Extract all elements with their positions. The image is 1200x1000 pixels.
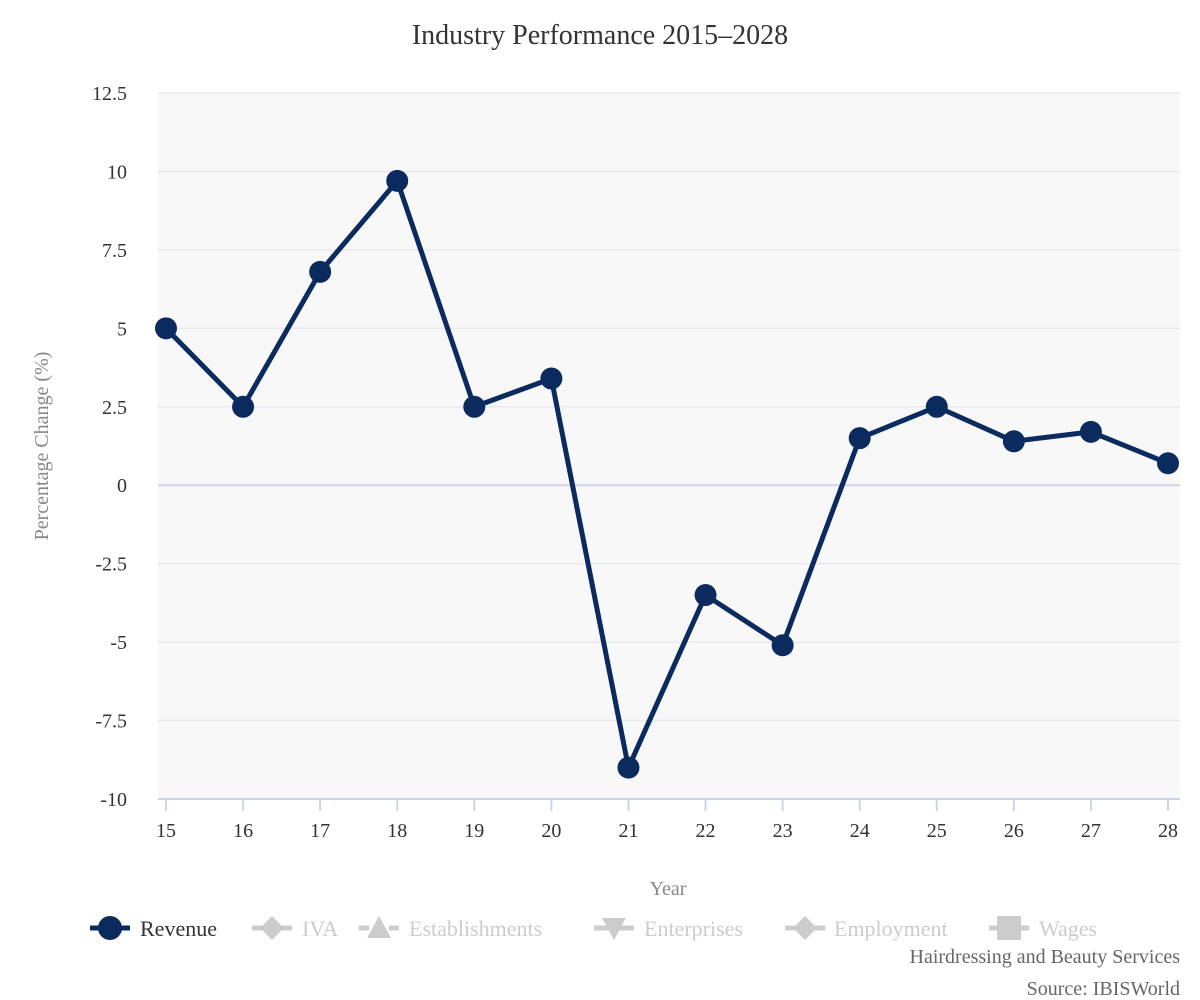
x-axis-title: Year <box>650 878 687 900</box>
revenue-point[interactable] <box>386 169 409 192</box>
legend-diamond-marker <box>793 916 817 940</box>
revenue-point[interactable] <box>1157 452 1179 475</box>
legend-item-wages[interactable]: Wages <box>989 916 1097 941</box>
legend-label: Revenue <box>140 916 217 941</box>
x-tick-label: 20 <box>541 820 561 842</box>
x-tick-label: 25 <box>927 820 947 842</box>
y-tick-label: 5 <box>117 318 127 340</box>
gridlines <box>158 92 1180 722</box>
revenue-point[interactable] <box>617 756 640 779</box>
revenue-point[interactable] <box>1002 430 1025 453</box>
legend: Revenue IVA Establishments Enterprises Emplo… <box>90 916 1097 941</box>
revenue-point[interactable] <box>540 367 563 390</box>
legend-label: Employment <box>834 916 948 941</box>
legend-item-revenue[interactable]: Revenue <box>90 916 217 941</box>
x-tick-label: 27 <box>1081 820 1101 842</box>
y-tick-label: 2.5 <box>102 397 127 419</box>
legend-item-establishments[interactable]: Establishments <box>359 916 542 941</box>
legend-triangle-down-marker <box>602 918 626 940</box>
y-tick-label: -7.5 <box>95 711 127 733</box>
legend-item-enterprises[interactable]: Enterprises <box>594 916 743 941</box>
revenue-point[interactable] <box>155 317 177 340</box>
y-tick-label: -5 <box>110 632 127 654</box>
legend-triangle-marker <box>367 916 391 938</box>
x-tick-label: 28 <box>1158 820 1178 842</box>
y-axis-title: Percentage Change (%) <box>31 352 53 541</box>
legend-circle-marker <box>98 916 122 940</box>
x-tick-label: 16 <box>233 820 253 842</box>
x-tick-label: 21 <box>618 820 638 842</box>
x-tick-label: 19 <box>464 820 484 842</box>
y-tick-label: -10 <box>100 789 127 811</box>
x-tick-label: 17 <box>310 820 330 842</box>
revenue-point[interactable] <box>848 427 871 450</box>
legend-square-marker <box>997 916 1021 940</box>
x-axis: 15 16 17 18 19 20 21 22 23 24 25 26 27 28 <box>156 798 1180 842</box>
x-tick-label: 18 <box>387 820 407 842</box>
credit-industry: Hairdressing and Beauty Services <box>910 946 1181 968</box>
legend-label: Enterprises <box>644 916 743 941</box>
y-axis-ticks: 12.5 10 7.5 5 2.5 0 -2.5 -5 -7.5 -10 <box>92 83 127 811</box>
plot-background <box>158 93 1180 799</box>
chart-title: Industry Performance 2015–2028 <box>412 20 788 51</box>
legend-label: Wages <box>1039 916 1097 941</box>
y-tick-label: 0 <box>117 475 127 497</box>
revenue-point[interactable] <box>1079 420 1102 443</box>
revenue-point[interactable] <box>463 395 486 418</box>
revenue-line <box>163 178 1171 771</box>
series-revenue[interactable] <box>155 169 1179 779</box>
revenue-point[interactable] <box>232 395 255 418</box>
y-tick-label: -2.5 <box>95 554 127 576</box>
legend-item-employment[interactable]: Employment <box>785 916 948 941</box>
x-tick-label: 24 <box>850 820 870 842</box>
y-tick-label: 7.5 <box>102 240 127 262</box>
revenue-point[interactable] <box>925 395 948 418</box>
revenue-point[interactable] <box>309 260 332 283</box>
y-tick-label: 12.5 <box>92 83 127 105</box>
legend-item-iva[interactable]: IVA <box>252 916 338 941</box>
x-tick-label: 22 <box>696 820 716 842</box>
legend-diamond-marker <box>260 916 284 940</box>
y-tick-label: 10 <box>107 161 127 183</box>
x-tick-label: 26 <box>1004 820 1024 842</box>
legend-label: IVA <box>302 916 338 941</box>
x-tick-label: 23 <box>773 820 793 842</box>
revenue-point[interactable] <box>694 584 717 607</box>
x-tick-label: 15 <box>156 820 176 842</box>
revenue-point[interactable] <box>771 634 794 657</box>
credit-source: Source: IBISWorld <box>1027 978 1180 1000</box>
legend-label: Establishments <box>409 916 542 941</box>
